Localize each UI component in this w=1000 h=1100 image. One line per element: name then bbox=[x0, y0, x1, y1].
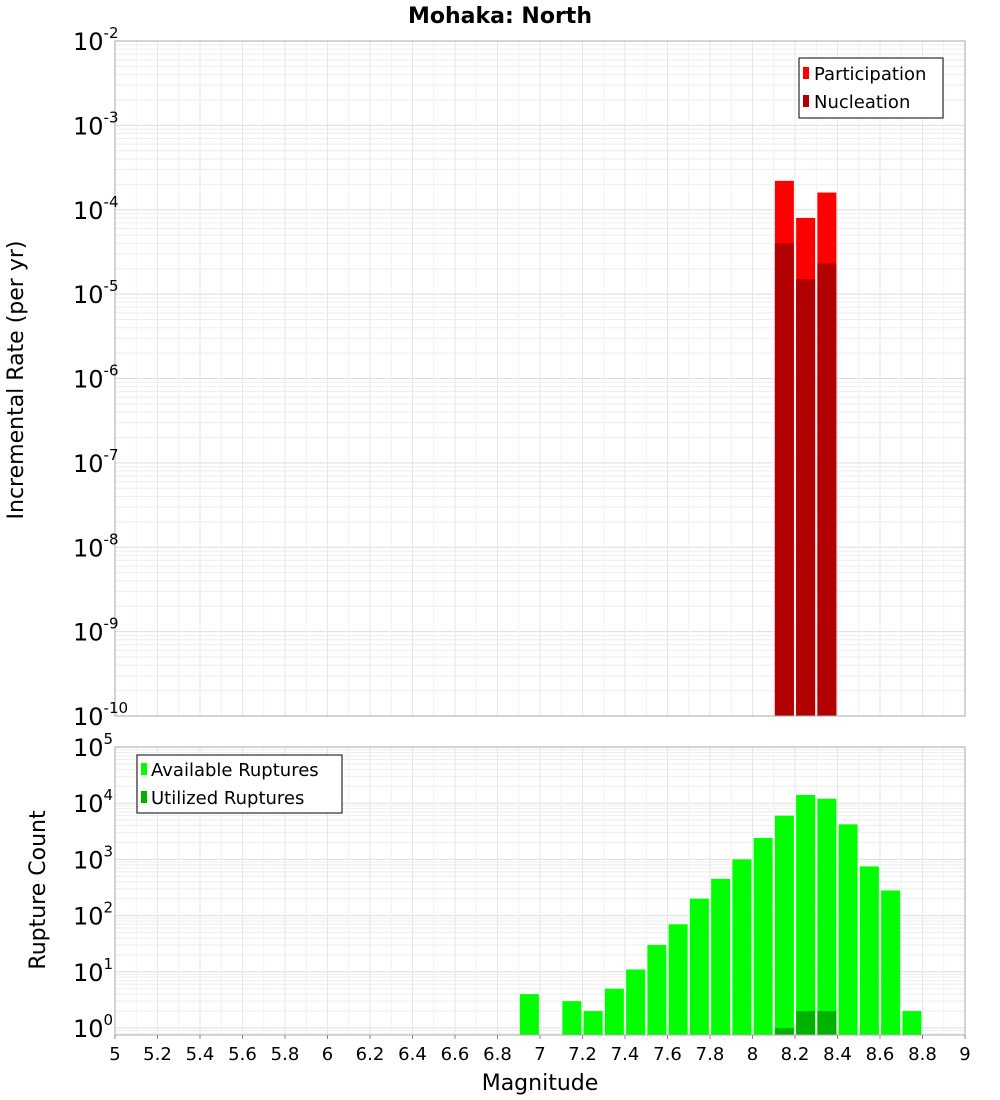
bottom-bar-a bbox=[774, 815, 794, 1035]
bottom-bar-a bbox=[647, 944, 667, 1035]
top-bar-b bbox=[817, 263, 837, 716]
bottom-panel-bars bbox=[519, 794, 922, 1035]
x-tick-label: 7.4 bbox=[611, 1044, 640, 1065]
chart-title: Mohaka: North bbox=[408, 4, 592, 29]
bottom-bar-a bbox=[583, 1011, 603, 1035]
bottom-bar-a bbox=[753, 838, 773, 1035]
bottom-bar-a bbox=[519, 994, 539, 1035]
x-tick-label: 5.8 bbox=[271, 1044, 300, 1065]
x-tick-label: 7.6 bbox=[653, 1044, 682, 1065]
x-tick-label: 6.4 bbox=[398, 1044, 427, 1065]
bottom-y-tick-label: 101 bbox=[73, 955, 113, 987]
top-y-tick-label: 10-6 bbox=[73, 362, 119, 394]
legend-utilized-label: Utilized Ruptures bbox=[151, 788, 304, 809]
bottom-bar-b bbox=[796, 1011, 816, 1035]
bottom-bar-a bbox=[689, 898, 709, 1035]
top-bar-b bbox=[796, 279, 816, 716]
x-tick-label: 7.2 bbox=[568, 1044, 597, 1065]
top-y-tick-label: 10-9 bbox=[73, 615, 119, 647]
top-bar-b bbox=[774, 243, 794, 717]
x-tick-label: 8.6 bbox=[866, 1044, 895, 1065]
x-tick-label: 8.2 bbox=[781, 1044, 810, 1065]
bottom-y-tick-label: 105 bbox=[73, 730, 113, 762]
bottom-bar-a bbox=[902, 1011, 922, 1035]
top-y-tick-label: 10-5 bbox=[73, 277, 119, 309]
x-tick-label: 6.8 bbox=[483, 1044, 512, 1065]
legend-participation-label: Participation bbox=[814, 64, 926, 85]
bottom-y-tick-label: 104 bbox=[73, 786, 113, 818]
bottom-legend: Available Ruptures Utilized Ruptures bbox=[136, 754, 343, 814]
top-legend-box bbox=[798, 57, 944, 119]
x-tick-label: 6 bbox=[322, 1044, 333, 1065]
bottom-bar-a bbox=[626, 969, 646, 1035]
x-tick-label: 5.2 bbox=[143, 1044, 172, 1065]
top-panel-y-ticks: 10-10 10-9 10-8 10-7 10-6 10-5 10-4 10-3 10-2 bbox=[73, 24, 128, 731]
legend-participation-swatch bbox=[803, 67, 809, 79]
legend-nucleation-label: Nucleation bbox=[814, 92, 910, 113]
bottom-bar-a bbox=[711, 878, 731, 1035]
top-panel-frame bbox=[114, 40, 966, 717]
x-tick-label: 8.4 bbox=[823, 1044, 852, 1065]
bottom-panel-y-ticks: 100 101 102 103 104 105 bbox=[73, 730, 113, 1043]
legend-utilized-swatch bbox=[141, 791, 147, 803]
bottom-bar-a bbox=[732, 859, 752, 1035]
bottom-bar-a bbox=[668, 924, 688, 1035]
top-y-tick-label: 10-3 bbox=[73, 108, 119, 140]
x-axis-label: Magnitude bbox=[482, 1071, 599, 1096]
x-tick-label: 7.8 bbox=[696, 1044, 725, 1065]
top-y-tick-label: 10-2 bbox=[73, 24, 119, 56]
x-tick-label: 8.8 bbox=[908, 1044, 937, 1065]
bottom-bar-a bbox=[881, 890, 901, 1035]
x-tick-label: 5 bbox=[109, 1044, 120, 1065]
bottom-y-tick-label: 100 bbox=[73, 1011, 113, 1043]
bottom-bar-a bbox=[562, 1001, 582, 1035]
top-y-tick-label: 10-8 bbox=[73, 530, 119, 562]
bottom-y-tick-label: 102 bbox=[73, 899, 113, 931]
bottom-bar-a bbox=[859, 866, 879, 1035]
bottom-y-axis-label: Rupture Count bbox=[26, 810, 51, 970]
top-y-axis-label: Incremental Rate (per yr) bbox=[4, 241, 29, 520]
bottom-bar-a bbox=[604, 988, 624, 1035]
top-panel-bars bbox=[774, 180, 837, 717]
x-tick-label: 6.6 bbox=[441, 1044, 470, 1065]
bottom-bar-a bbox=[838, 824, 858, 1035]
bottom-legend-box bbox=[136, 754, 343, 814]
x-tick-label: 8 bbox=[747, 1044, 758, 1065]
legend-nucleation-swatch bbox=[803, 95, 809, 107]
x-tick-label: 5.4 bbox=[186, 1044, 215, 1065]
x-tick-label: 7 bbox=[534, 1044, 545, 1065]
bottom-bar-b bbox=[817, 1011, 837, 1035]
legend-available-label: Available Ruptures bbox=[151, 760, 319, 781]
top-legend: Participation Nucleation bbox=[798, 57, 944, 119]
top-y-tick-label: 10-10 bbox=[73, 699, 128, 731]
bottom-y-tick-label: 103 bbox=[73, 842, 113, 874]
x-tick-label: 5.6 bbox=[228, 1044, 257, 1065]
bottom-bar-a bbox=[796, 794, 816, 1035]
top-y-tick-label: 10-7 bbox=[73, 446, 119, 478]
x-axis-ticks: 5 5.2 5.4 5.6 5.8 6 6.2 6.4 6.6 6.8 7 7.2 7.4 7.6 7.8 8… bbox=[109, 1035, 971, 1065]
legend-available-swatch bbox=[141, 763, 147, 775]
top-panel-grid bbox=[114, 41, 966, 717]
x-tick-label: 6.2 bbox=[356, 1044, 385, 1065]
bottom-bar-b bbox=[774, 1027, 794, 1035]
top-y-tick-label: 10-4 bbox=[73, 193, 119, 225]
bottom-bar-a bbox=[817, 798, 837, 1035]
x-tick-label: 9 bbox=[959, 1044, 970, 1065]
